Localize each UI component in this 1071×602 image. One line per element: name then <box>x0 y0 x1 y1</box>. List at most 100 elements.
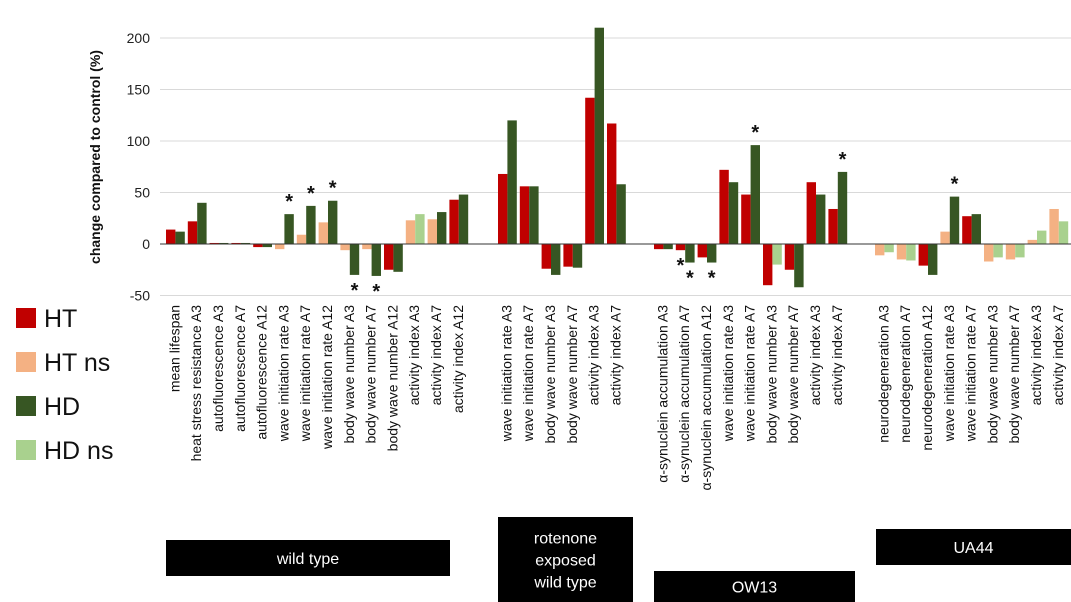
category-label: activity index A7 <box>1050 305 1066 406</box>
category-label: body wave number A7 <box>1006 305 1022 444</box>
bar <box>928 244 938 275</box>
legend-label: HD <box>44 393 80 421</box>
bar <box>607 123 617 244</box>
bar <box>187 221 198 244</box>
bar <box>296 234 307 244</box>
group-label-box <box>876 529 1071 565</box>
category-label: body wave number A7 <box>785 305 801 444</box>
bar <box>906 244 916 261</box>
significance-star: * <box>751 122 759 144</box>
category-label: α-synuclein accumulation A12 <box>698 305 714 491</box>
bar <box>371 244 381 276</box>
bar <box>993 244 1003 258</box>
bar <box>458 194 469 244</box>
bar <box>384 244 394 270</box>
category-labels: mean lifespan heat stress resistance A3 au… <box>166 305 1065 491</box>
legend: HT HT ns HD HD ns <box>16 305 113 465</box>
y-tick-label: 100 <box>127 133 151 149</box>
bar <box>175 231 185 244</box>
significance-star: * <box>307 183 315 205</box>
bar <box>262 244 272 248</box>
bar <box>572 244 583 268</box>
significance-star: * <box>708 268 716 290</box>
category-label: activity index A3 <box>1028 305 1044 406</box>
bar <box>1049 208 1059 244</box>
bars <box>166 27 1069 288</box>
bar <box>529 186 539 244</box>
bar <box>707 244 717 263</box>
legend-label: HT <box>44 305 77 333</box>
bar <box>616 184 626 244</box>
bar <box>563 244 573 267</box>
legend-swatch <box>16 440 36 460</box>
significance-stars: * * ** *** **** <box>285 122 958 303</box>
y-tick-label: 50 <box>134 185 150 201</box>
category-label: wave initiation rate A3 <box>275 305 291 442</box>
category-label: α-synuclein accumulation A7 <box>676 305 692 483</box>
bar <box>253 244 263 248</box>
bar <box>449 199 459 244</box>
y-axis-title: change compared to control (%) <box>87 50 103 264</box>
bar <box>837 171 848 244</box>
bar <box>594 27 604 245</box>
bar <box>875 244 885 256</box>
bar <box>197 202 207 244</box>
bar <box>437 212 447 244</box>
y-tick-label: 200 <box>127 30 151 46</box>
category-label: activity index A3 <box>406 305 422 406</box>
bar <box>675 244 686 251</box>
legend-swatch <box>16 308 36 328</box>
bar <box>427 219 437 244</box>
bar <box>971 214 981 244</box>
group-label: exposed <box>535 553 596 570</box>
group-label-box <box>654 571 855 602</box>
significance-star: * <box>677 255 685 277</box>
category-label: body wave number A3 <box>341 305 357 444</box>
group-label: OW13 <box>732 580 777 597</box>
significance-star: * <box>951 174 959 196</box>
legend-swatch <box>16 396 36 416</box>
category-label: body wave number A3 <box>984 305 1000 444</box>
bar <box>507 120 517 244</box>
category-label: neurodegeneration A3 <box>875 305 891 443</box>
category-label: body wave number A7 <box>363 305 379 444</box>
bar <box>284 214 294 244</box>
category-label: activity index A7 <box>607 305 623 406</box>
significance-star: * <box>351 280 359 302</box>
category-label: wave initiation rate A7 <box>742 305 758 442</box>
bar <box>340 244 350 251</box>
category-label: wave initiation rate A3 <box>720 305 736 442</box>
group-label-box <box>166 540 450 576</box>
category-label: activity index A7 <box>428 305 444 406</box>
legend-label: HD ns <box>44 437 113 465</box>
bar <box>962 216 972 244</box>
category-label: body wave number A12 <box>384 305 400 452</box>
bar <box>393 244 403 272</box>
bar <box>1005 244 1016 260</box>
bar <box>719 169 729 244</box>
bar <box>349 244 360 275</box>
bar <box>697 244 707 258</box>
bar <box>318 222 328 244</box>
bar <box>741 194 751 244</box>
group-label: wild type <box>276 551 339 568</box>
category-label: wave initiation rate A7 <box>297 305 313 442</box>
group-labels: wild type rotenone exposed wild type OW13 UA4… <box>166 517 1071 602</box>
group-label: rotenone <box>534 531 597 548</box>
bar <box>362 244 372 250</box>
bar <box>541 244 551 269</box>
y-tick-label: 150 <box>127 82 151 98</box>
bar <box>1058 221 1069 244</box>
category-label: neurodegeneration A12 <box>919 305 935 451</box>
category-label: wave initiation rate A3 <box>498 305 514 442</box>
bar <box>884 244 894 253</box>
category-label: wave initiation rate A3 <box>941 305 957 442</box>
y-tick-label: 0 <box>142 236 150 252</box>
bar <box>984 244 994 262</box>
bar <box>816 194 826 244</box>
category-label: body wave number A3 <box>542 305 558 444</box>
bar <box>275 244 285 250</box>
category-label: autofluorescence A7 <box>232 305 248 432</box>
bar <box>1037 230 1047 244</box>
